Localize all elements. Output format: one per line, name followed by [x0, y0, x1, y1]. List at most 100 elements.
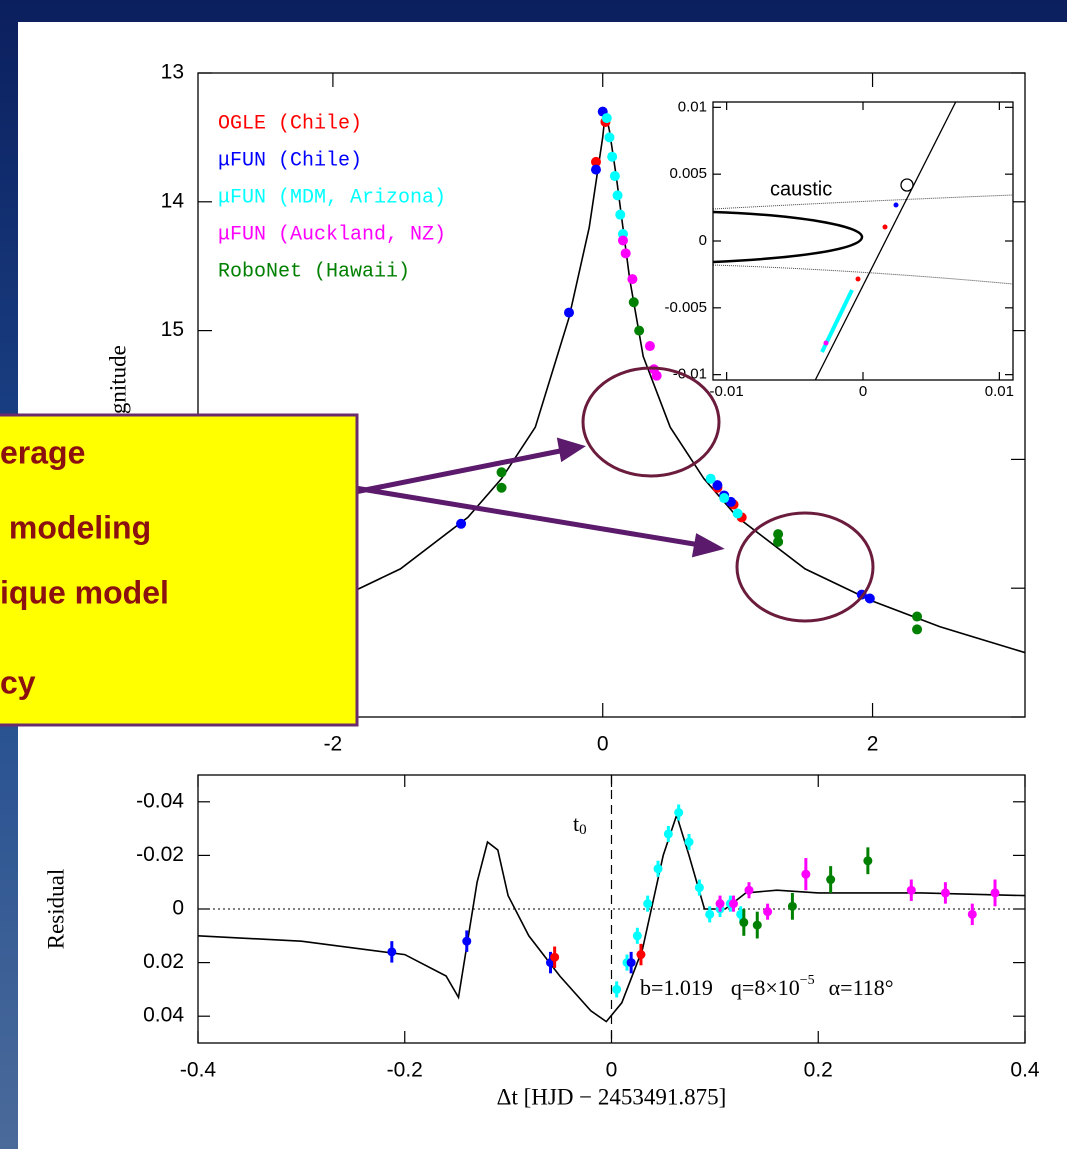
data-point	[826, 875, 836, 885]
legend-entry: μFUN (Auckland, NZ)	[218, 223, 446, 246]
y-tick-label: 0	[699, 232, 707, 249]
data-point	[564, 307, 575, 318]
x-tick-label: -2	[324, 733, 343, 756]
plots: -202131415161718MagnitudeOGLE (Chile)μFU…	[43, 61, 1040, 1110]
data-point	[990, 888, 1000, 898]
data-point	[719, 493, 730, 504]
param: q=8×10	[731, 975, 800, 1000]
data-point	[634, 325, 645, 336]
data-point	[712, 480, 723, 491]
data-point	[617, 235, 628, 246]
caustic-cusp	[713, 210, 864, 264]
arrow	[354, 485, 701, 548]
data-point	[651, 370, 662, 381]
data-point	[628, 297, 639, 308]
data-point	[601, 113, 612, 124]
y-tick-label: 0.02	[143, 950, 184, 973]
series-group	[198, 804, 1025, 1023]
y-tick-label: 0	[172, 897, 184, 920]
data-point	[626, 958, 636, 968]
data-point	[590, 164, 601, 175]
param-exp: −5	[800, 973, 815, 988]
data-point	[387, 947, 397, 957]
data-point	[496, 482, 507, 493]
data-point	[620, 248, 631, 259]
param: b=1.019	[640, 975, 713, 1000]
data-point	[906, 885, 916, 895]
arrow-head	[691, 533, 725, 558]
data-point	[456, 518, 467, 529]
data-point	[739, 917, 749, 927]
data-point	[590, 156, 601, 167]
data-point	[912, 611, 923, 622]
data-point	[684, 837, 694, 847]
arrow	[354, 447, 566, 495]
data-point	[715, 899, 725, 909]
callout-line: cy	[0, 664, 36, 700]
data-point	[752, 920, 762, 930]
caustic-fold	[713, 264, 1013, 285]
x-tick-label: -0.4	[180, 1059, 217, 1082]
data-point	[636, 950, 646, 960]
inset: -0.01 0 0.01 -0.01 -0.005 0 0.005 0.01	[664, 98, 1014, 400]
y-tick-label: -0.02	[136, 843, 184, 866]
data-point	[644, 341, 655, 352]
data-point	[763, 907, 773, 917]
x-tick-label: 0.2	[804, 1059, 833, 1082]
param: α=118°	[829, 975, 894, 1000]
y-tick-label: -0.005	[664, 299, 707, 316]
callout-line: erage	[0, 434, 85, 470]
arrow-head	[556, 437, 586, 463]
t0-text: t	[573, 811, 579, 836]
x-tick-label: 0	[859, 383, 867, 400]
y-tick-label: 0.04	[143, 1004, 184, 1027]
data-point	[653, 864, 663, 874]
legend-entry: RoboNet (Hawaii)	[218, 260, 410, 283]
t0-label: t0	[573, 811, 587, 838]
y-tick-label: 14	[161, 189, 185, 212]
series-group	[198, 106, 1025, 654]
data-point	[612, 984, 622, 994]
data-point	[462, 936, 472, 946]
data-point	[496, 467, 507, 478]
data-point	[705, 909, 715, 919]
data-point	[604, 132, 615, 143]
y-tick-label: 15	[161, 318, 184, 341]
inset-annotation: caustic	[770, 178, 832, 200]
legend-entry: μFUN (Chile)	[218, 149, 362, 172]
y-tick-label: 13	[161, 61, 184, 84]
data-point	[773, 536, 784, 547]
data-point	[728, 899, 738, 909]
data-point	[801, 869, 811, 879]
y-tick-label: 0.01	[678, 98, 707, 115]
data-point	[632, 931, 642, 941]
data-point	[612, 190, 623, 201]
callout-line: modeling	[0, 509, 151, 545]
data-point	[607, 151, 618, 162]
data-point	[864, 593, 875, 604]
caustic-fold	[713, 194, 1013, 210]
data-point	[674, 808, 684, 818]
data-point	[787, 901, 797, 911]
data-point	[609, 171, 620, 182]
x-tick-label: 2	[867, 733, 879, 756]
model-curve	[814, 102, 957, 380]
series-group	[814, 102, 957, 380]
highlight-ellipse	[581, 366, 721, 478]
data-point	[643, 899, 653, 909]
track-point	[855, 276, 861, 282]
data-point	[694, 883, 704, 893]
callout-line: ique model	[0, 574, 169, 610]
data-point	[550, 952, 560, 962]
inset-background	[713, 102, 1013, 380]
model-params: b=1.019 q=8×10−5 α=118°	[640, 973, 894, 1000]
track-marker	[900, 178, 914, 192]
x-axis-label: Δt [HJD − 2453491.875]	[497, 1084, 727, 1109]
data-point	[967, 909, 977, 919]
x-tick-label: 0.4	[1010, 1059, 1040, 1082]
track-point	[823, 340, 829, 346]
y-tick-label: -0.01	[673, 366, 707, 383]
t0-sub: 0	[579, 822, 587, 838]
inset-caustic	[713, 102, 1013, 380]
